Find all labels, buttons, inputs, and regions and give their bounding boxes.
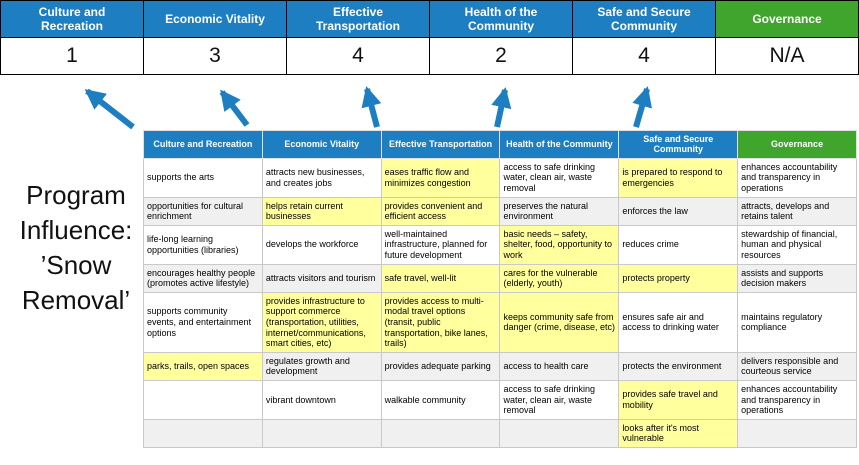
matrix-header-culture-and-recreation: Culture and Recreation (143, 130, 263, 159)
matrix-cell: access to safe drinking water, clean air… (499, 157, 620, 198)
table-row: encourages healthy people (promotes acti… (143, 263, 857, 293)
matrix-cell: provides infrastructure to support comme… (261, 291, 382, 353)
table-row: supports community events, and entertain… (143, 291, 857, 353)
matrix-header-effective-transportation: Effective Transportation (380, 130, 501, 159)
matrix-cell: helps retain current businesses (261, 196, 382, 226)
arrow-up-icon-2 (219, 89, 250, 127)
score-value-safe-and-secure-community: 4 (573, 38, 715, 74)
matrix-cell (143, 380, 263, 420)
scoreboard-header-health-of-the-community: Health of the Community (430, 1, 572, 37)
table-row: life-long learning opportunities (librar… (143, 224, 857, 265)
score-value-governance: N/A (716, 38, 858, 74)
matrix-cell: opportunities for cultural enrichment (143, 196, 263, 226)
matrix-cell: reduces crime (618, 224, 739, 265)
score-value-culture-and-recreation: 1 (1, 38, 143, 74)
scoreboard-header-economic-vitality: Economic Vitality (144, 1, 286, 37)
table-row: opportunities for cultural enrichment hel… (143, 196, 857, 226)
matrix-cell: provides safe travel and mobility (618, 380, 739, 420)
matrix-cell (261, 418, 382, 449)
arrow-up-icon-1 (84, 88, 135, 130)
matrix-cell: eases traffic flow and minimizes congest… (380, 157, 501, 198)
matrix-cell: protects the environment (618, 351, 739, 382)
matrix-cell: encourages healthy people (promotes acti… (143, 263, 263, 293)
matrix-cell: is prepared to respond to emergencies (618, 157, 739, 198)
matrix-cell: parks, trails, open spaces (143, 351, 263, 382)
program-influence-label: Program Influence: ’Snow Removal’ (19, 180, 133, 316)
matrix-header-row: Culture and Recreation Economic Vitality E… (143, 130, 857, 159)
matrix-cell: vibrant downtown (261, 380, 382, 420)
matrix-cell: develops the workforce (261, 224, 382, 265)
scoreboard-header-culture-and-recreation: Culture and Recreation (1, 1, 143, 37)
matrix-cell: supports community events, and entertain… (143, 291, 263, 353)
matrix-cell: ensures safe air and access to drinking … (618, 291, 739, 353)
matrix-cell: life-long learning opportunities (librar… (143, 224, 263, 265)
matrix-header-safe-and-secure-community: Safe and Secure Community (618, 130, 739, 159)
score-value-economic-vitality: 3 (144, 38, 286, 74)
matrix-cell: assists and supports decision makers (737, 263, 857, 293)
matrix-cell: keeps community safe from danger (crime,… (499, 291, 620, 353)
arrow-up-icon-5 (632, 86, 652, 128)
scoreboard-header-safe-and-secure-community: Safe and Secure Community (573, 1, 715, 37)
matrix-cell: provides adequate parking (380, 351, 501, 382)
matrix-cell: supports the arts (143, 157, 263, 198)
matrix-cell: safe travel, well-lit (380, 263, 501, 293)
matrix-cell: looks after it's most vulnerable (618, 418, 739, 449)
matrix-cell: attracts visitors and tourism (261, 263, 382, 293)
matrix-cell: walkable community (380, 380, 501, 420)
matrix-cell: access to safe drinking water, clean air… (499, 380, 620, 420)
score-value-health-of-the-community: 2 (430, 38, 572, 74)
table-row: parks, trails, open spaces regulates grow… (143, 351, 857, 382)
matrix-cell: maintains regulatory compliance (737, 291, 857, 353)
influence-matrix: Culture and Recreation Economic Vitality E… (143, 130, 857, 449)
scoreboard-header-governance: Governance (716, 1, 858, 37)
matrix-cell: delivers responsible and courteous servi… (737, 351, 857, 382)
matrix-cell: access to health care (499, 351, 620, 382)
influence-arrows (84, 86, 652, 130)
arrow-up-icon-3 (361, 86, 382, 128)
matrix-cell: well-maintained infrastructure, planned … (380, 224, 501, 265)
scoreboard-header-effective-transportation: Effective Transportation (287, 1, 429, 37)
table-row: supports the arts attracts new businesses… (143, 157, 857, 198)
matrix-cell: attracts new businesses, and creates job… (261, 157, 382, 198)
matrix-cell: attracts, develops and retains talent (737, 196, 857, 226)
matrix-header-economic-vitality: Economic Vitality (261, 130, 382, 159)
matrix-cell: enhances accountability and transparency… (737, 380, 857, 420)
matrix-cell: regulates growth and development (261, 351, 382, 382)
table-row: looks after it's most vulnerable (143, 418, 857, 449)
scoreboard: Culture and Recreation Economic Vitality E… (0, 0, 859, 75)
matrix-cell: cares for the vulnerable (elderly, youth… (499, 263, 620, 293)
matrix-cell: provides convenient and efficient access (380, 196, 501, 226)
matrix-cell (380, 418, 501, 449)
matrix-cell (499, 418, 620, 449)
matrix-cell: stewardship of financial, human and phys… (737, 224, 857, 265)
matrix-cell: enforces the law (618, 196, 739, 226)
matrix-cell (737, 418, 857, 449)
table-row: vibrant downtown walkable community access… (143, 380, 857, 420)
matrix-cell: basic needs – safety, shelter, food, opp… (499, 224, 620, 265)
matrix-header-health-of-the-community: Health of the Community (499, 130, 620, 159)
matrix-cell (143, 418, 263, 449)
arrow-up-icon-4 (491, 87, 512, 128)
matrix-cell: provides access to multi-modal travel op… (380, 291, 501, 353)
matrix-cell: preserves the natural environment (499, 196, 620, 226)
matrix-cell: enhances accountability and transparency… (737, 157, 857, 198)
matrix-cell: protects property (618, 263, 739, 293)
score-value-effective-transportation: 4 (287, 38, 429, 74)
matrix-header-governance: Governance (737, 130, 857, 159)
